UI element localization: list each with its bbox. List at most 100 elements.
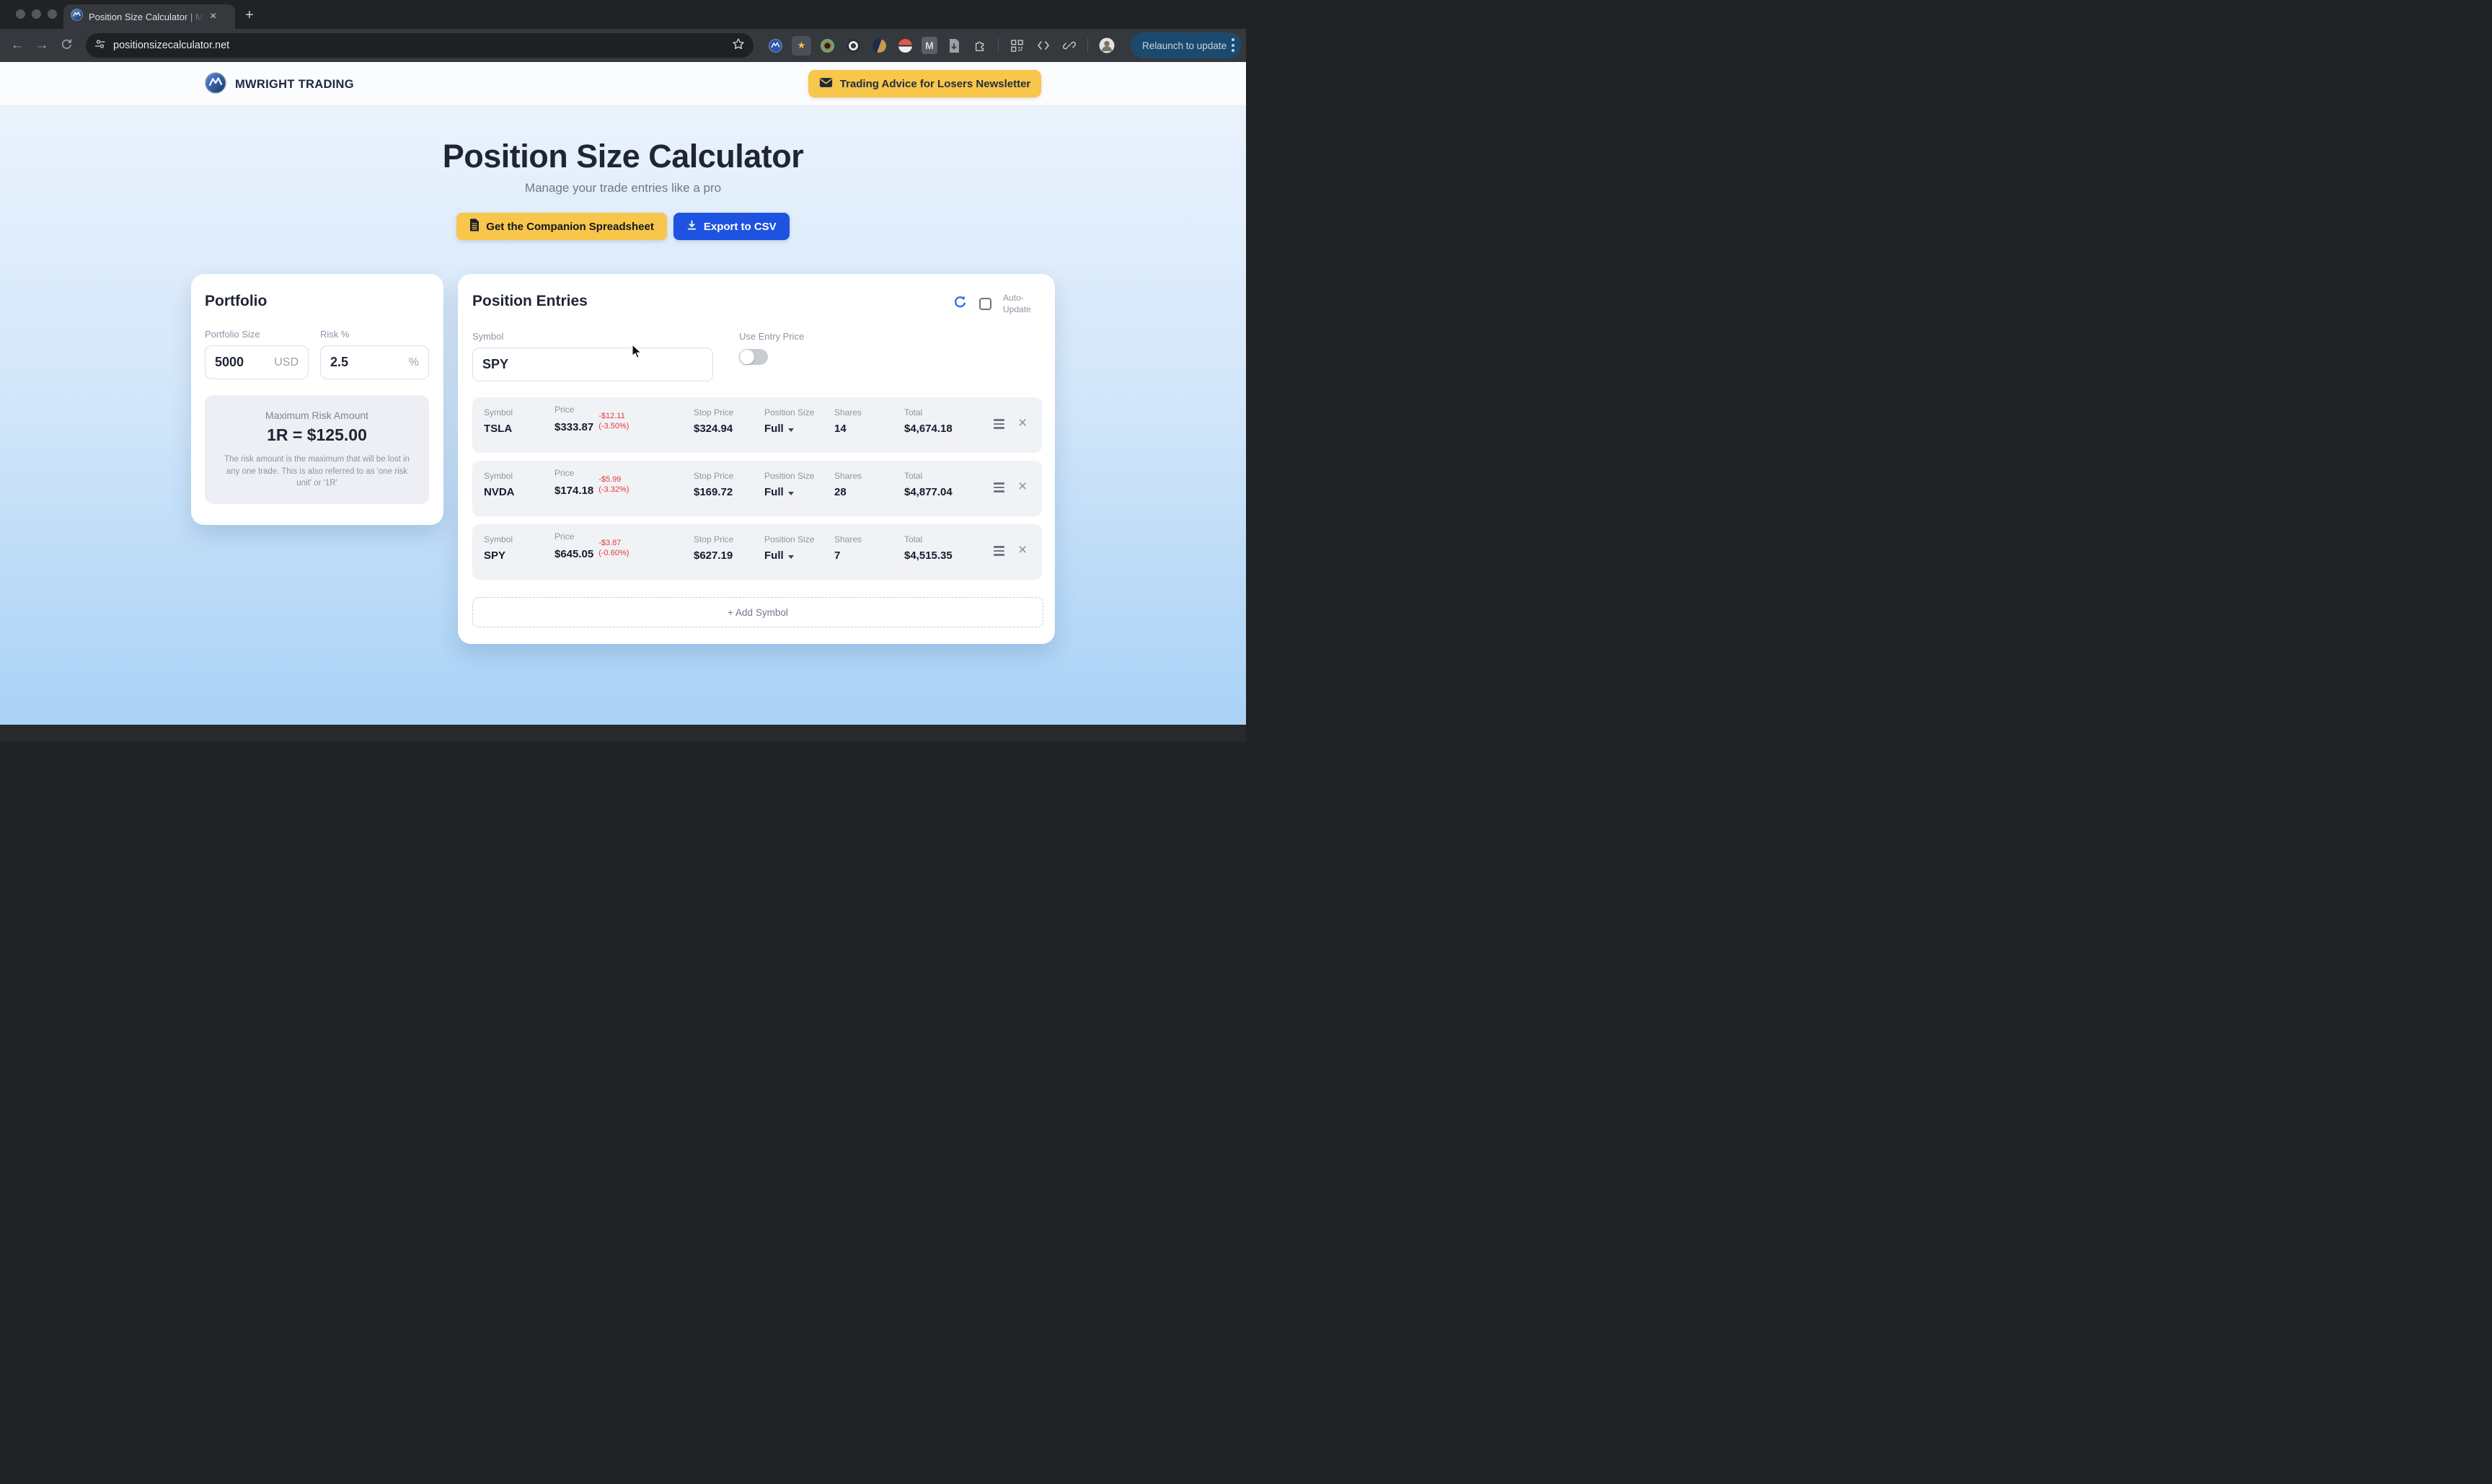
profile-avatar[interactable] [1097, 36, 1116, 56]
col-total-label: Total [904, 407, 923, 418]
row-stop-price: $324.94 [694, 423, 733, 436]
brand[interactable]: MWRIGHT TRADING [205, 72, 354, 97]
row-symbol: SPY [484, 549, 506, 562]
symbol-label: Symbol [472, 331, 504, 343]
link-icon[interactable] [1059, 36, 1079, 56]
browser-tab[interactable]: Position Size Calculator | MW × [63, 4, 235, 29]
remove-row-icon[interactable]: × [1018, 478, 1028, 495]
col-size-label: Position Size [764, 534, 815, 545]
col-price-label: Price [554, 405, 575, 415]
letter-m-extension-icon[interactable]: M [922, 37, 937, 54]
col-price-label: Price [554, 531, 575, 542]
col-symbol-label: Symbol [484, 534, 513, 545]
position-size-select[interactable]: Full [764, 423, 814, 435]
newsletter-button[interactable]: Trading Advice for Losers Newsletter [808, 70, 1041, 97]
position-entries-title: Position Entries [472, 293, 588, 309]
row-shares: 28 [834, 486, 847, 499]
portfolio-size-label: Portfolio Size [205, 329, 260, 340]
window-minimize-button[interactable] [32, 9, 41, 19]
add-symbol-button[interactable]: + Add Symbol [472, 597, 1043, 628]
companion-spreadsheet-button[interactable]: Get the Companion Spreadsheet [456, 213, 667, 240]
camera-extension-icon[interactable] [818, 36, 837, 56]
qr-code-icon[interactable] [1007, 36, 1027, 56]
browser-menu-kebab-icon[interactable] [1232, 38, 1234, 52]
chevron-down-icon [787, 555, 794, 560]
risk-percent-input[interactable] [330, 355, 405, 370]
window-close-button[interactable] [16, 9, 25, 19]
mwright-logo-icon [205, 72, 226, 97]
row-symbol: TSLA [484, 423, 513, 436]
portfolio-size-input[interactable] [215, 355, 270, 370]
tab-favicon-mw-logo-icon [71, 9, 83, 25]
drag-handle-icon[interactable] [994, 419, 1004, 429]
row-shares: 7 [834, 549, 841, 562]
drag-handle-icon[interactable] [994, 482, 1004, 493]
row-symbol: NVDA [484, 486, 515, 499]
portfolio-size-unit: USD [274, 355, 299, 368]
browser-toolbar: ← → positionsizecalculator.net ★ M [0, 29, 1246, 62]
swirl-extension-icon[interactable] [870, 36, 889, 56]
tab-title: Position Size Calculator | MW [89, 11, 204, 22]
row-stop-price: $169.72 [694, 486, 733, 499]
risk-percent-label: Risk % [320, 329, 350, 340]
auto-update-label: Auto-Update [1003, 293, 1031, 314]
envelope-icon [819, 77, 833, 91]
position-size-select[interactable]: Full [764, 549, 814, 562]
forward-icon[interactable]: → [35, 37, 49, 53]
mw-extension-icon[interactable] [766, 36, 785, 56]
col-stop-label: Stop Price [694, 407, 734, 418]
new-tab-button[interactable]: + [245, 7, 254, 23]
toolbar-separator [998, 38, 999, 53]
drag-handle-icon[interactable] [994, 546, 1004, 556]
window-controls[interactable] [16, 9, 57, 19]
auto-update-checkbox[interactable] [979, 298, 991, 311]
row-total: $4,877.04 [904, 486, 953, 499]
relaunch-to-update-button[interactable]: Relaunch to update [1131, 32, 1242, 58]
col-stop-label: Stop Price [694, 534, 734, 545]
row-price: $333.87 [554, 420, 594, 433]
position-size-select[interactable]: Full [764, 486, 814, 498]
max-risk-value: 1R = $125.00 [267, 425, 367, 444]
page-footer [0, 725, 1246, 742]
symbol-input[interactable] [482, 357, 703, 373]
col-total-label: Total [904, 471, 923, 482]
tab-close-icon[interactable]: × [210, 10, 217, 22]
extensions-puzzle-icon[interactable] [970, 36, 989, 56]
col-symbol-label: Symbol [484, 407, 513, 418]
pokeball-extension-icon[interactable] [896, 36, 915, 56]
chevron-down-icon [787, 492, 794, 496]
row-price-change: -$3.87 (-0.60%) [598, 539, 629, 557]
table-row-tsla: Symbol TSLA Price $333.87 -$12.11 (-3.50%)… [472, 397, 1042, 454]
row-total: $4,515.35 [904, 549, 953, 562]
row-price: $645.05 [554, 547, 594, 560]
row-price-change: -$5.99 (-3.32%) [598, 475, 629, 494]
url-text[interactable]: positionsizecalculator.net [113, 40, 230, 51]
col-shares-label: Shares [834, 407, 862, 418]
code-icon[interactable] [1033, 36, 1053, 56]
newsletter-button-label: Trading Advice for Losers Newsletter [839, 77, 1031, 90]
site-header: MWRIGHT TRADING Trading Advice for Loser… [0, 62, 1246, 106]
screenshot-star-extension-icon[interactable]: ★ [792, 35, 811, 56]
export-csv-button[interactable]: Export to CSV [673, 213, 790, 240]
toggle-knob [740, 350, 754, 365]
refresh-icon[interactable] [953, 295, 968, 314]
reload-icon[interactable] [59, 38, 74, 53]
bookmark-star-icon[interactable] [732, 37, 745, 54]
use-entry-price-toggle[interactable] [739, 349, 768, 366]
use-entry-price-label: Use Entry Price [739, 331, 805, 343]
col-symbol-label: Symbol [484, 471, 513, 482]
row-price-change: -$12.11 (-3.50%) [598, 412, 629, 430]
extension-strip: ★ M [766, 32, 1116, 58]
window-zoom-button[interactable] [48, 9, 57, 19]
site-settings-icon[interactable] [94, 38, 106, 53]
target-extension-icon[interactable] [844, 36, 863, 56]
remove-row-icon[interactable]: × [1018, 415, 1028, 432]
download-extension-icon[interactable] [944, 36, 963, 56]
chevron-down-icon [787, 428, 794, 433]
portfolio-title: Portfolio [205, 293, 268, 309]
col-price-label: Price [554, 468, 575, 479]
remove-row-icon[interactable]: × [1018, 542, 1028, 559]
risk-percent-unit: % [408, 355, 419, 368]
address-bar[interactable]: positionsizecalculator.net [86, 33, 754, 58]
back-icon[interactable]: ← [10, 37, 25, 53]
